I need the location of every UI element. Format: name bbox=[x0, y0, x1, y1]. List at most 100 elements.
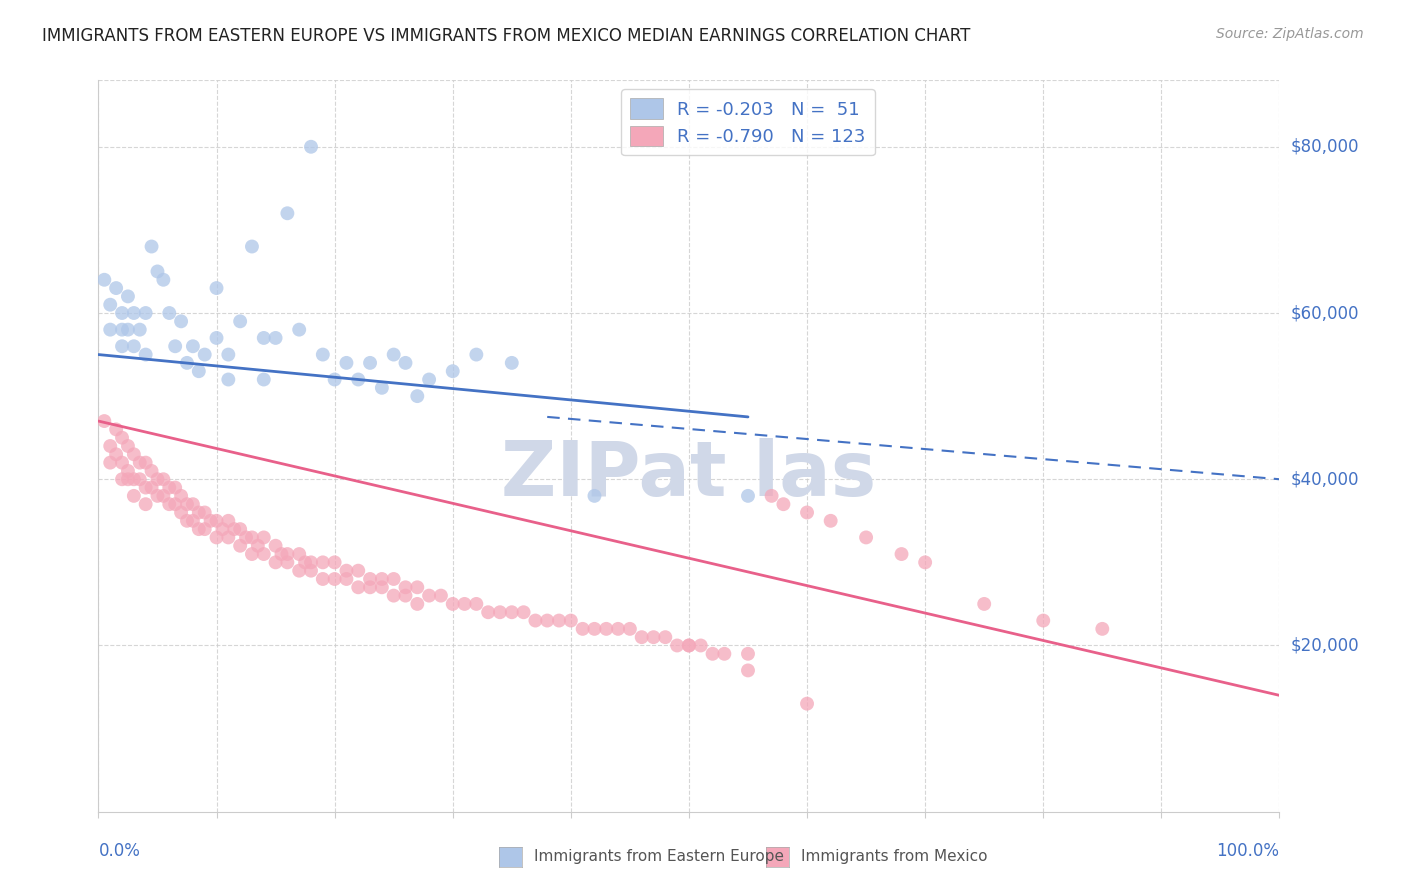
Point bbox=[217, 530, 239, 544]
Point bbox=[347, 372, 370, 386]
Point bbox=[98, 456, 121, 470]
Point bbox=[359, 580, 381, 594]
Point bbox=[105, 447, 128, 461]
Point bbox=[152, 472, 174, 486]
Point bbox=[477, 605, 499, 619]
Point bbox=[128, 323, 150, 337]
Text: $60,000: $60,000 bbox=[1291, 304, 1360, 322]
Point bbox=[465, 597, 488, 611]
Point bbox=[93, 414, 115, 428]
Point bbox=[105, 422, 128, 436]
Point bbox=[194, 522, 217, 536]
Point bbox=[382, 572, 405, 586]
Point bbox=[217, 514, 239, 528]
Point bbox=[973, 597, 995, 611]
Point bbox=[323, 372, 346, 386]
Point bbox=[371, 381, 394, 395]
Point bbox=[111, 431, 134, 445]
Point bbox=[205, 331, 228, 345]
Point bbox=[122, 489, 145, 503]
Point bbox=[224, 522, 246, 536]
Point bbox=[128, 472, 150, 486]
Point bbox=[335, 572, 357, 586]
Point bbox=[654, 630, 676, 644]
Point bbox=[394, 580, 416, 594]
Text: $40,000: $40,000 bbox=[1291, 470, 1360, 488]
Point bbox=[194, 347, 217, 362]
Point bbox=[200, 514, 222, 528]
Point bbox=[288, 547, 311, 561]
Point bbox=[176, 356, 198, 370]
Text: Source: ZipAtlas.com: Source: ZipAtlas.com bbox=[1216, 27, 1364, 41]
Text: Immigrants from Eastern Europe: Immigrants from Eastern Europe bbox=[534, 849, 785, 863]
Point bbox=[607, 622, 630, 636]
Legend: R = -0.203   N =  51, R = -0.790   N = 123: R = -0.203 N = 51, R = -0.790 N = 123 bbox=[621, 89, 875, 155]
Point bbox=[347, 564, 370, 578]
Point bbox=[135, 497, 157, 511]
Point bbox=[312, 572, 335, 586]
Point bbox=[141, 239, 163, 253]
Point bbox=[276, 206, 298, 220]
Point bbox=[737, 664, 759, 678]
Point bbox=[117, 439, 139, 453]
Point bbox=[117, 323, 139, 337]
Point bbox=[276, 555, 298, 569]
Point bbox=[146, 489, 169, 503]
Point bbox=[796, 506, 818, 520]
Point bbox=[702, 647, 724, 661]
Point bbox=[512, 605, 534, 619]
Point bbox=[335, 564, 357, 578]
Point bbox=[312, 555, 335, 569]
Point bbox=[689, 639, 711, 653]
Point bbox=[111, 339, 134, 353]
Point bbox=[294, 555, 316, 569]
Point bbox=[678, 639, 700, 653]
Point bbox=[135, 481, 157, 495]
Point bbox=[111, 472, 134, 486]
Point bbox=[235, 530, 257, 544]
Point bbox=[165, 481, 187, 495]
Point bbox=[122, 306, 145, 320]
Point bbox=[264, 331, 287, 345]
Point bbox=[288, 564, 311, 578]
Point bbox=[240, 239, 263, 253]
Point bbox=[371, 572, 394, 586]
Point bbox=[229, 314, 252, 328]
Point bbox=[571, 622, 593, 636]
Point bbox=[890, 547, 912, 561]
Point bbox=[205, 281, 228, 295]
Point bbox=[619, 622, 641, 636]
Point bbox=[187, 506, 209, 520]
Point bbox=[117, 472, 139, 486]
Point bbox=[359, 572, 381, 586]
Text: IMMIGRANTS FROM EASTERN EUROPE VS IMMIGRANTS FROM MEXICO MEDIAN EARNINGS CORRELA: IMMIGRANTS FROM EASTERN EUROPE VS IMMIGR… bbox=[42, 27, 970, 45]
Point bbox=[98, 439, 121, 453]
Point bbox=[93, 273, 115, 287]
Point bbox=[246, 539, 269, 553]
Point bbox=[135, 347, 157, 362]
Point bbox=[146, 264, 169, 278]
Point bbox=[453, 597, 475, 611]
Point bbox=[264, 539, 287, 553]
Point bbox=[335, 356, 357, 370]
Point bbox=[217, 372, 239, 386]
Point bbox=[240, 547, 263, 561]
Point bbox=[796, 697, 818, 711]
Point bbox=[524, 614, 547, 628]
Point bbox=[489, 605, 512, 619]
Point bbox=[441, 364, 464, 378]
Point bbox=[441, 597, 464, 611]
Point bbox=[288, 323, 311, 337]
Point bbox=[253, 331, 276, 345]
Point bbox=[713, 647, 735, 661]
Point bbox=[117, 289, 139, 303]
Point bbox=[152, 273, 174, 287]
Point bbox=[253, 547, 276, 561]
Point bbox=[205, 514, 228, 528]
Point bbox=[737, 647, 759, 661]
Point bbox=[312, 347, 335, 362]
Point bbox=[430, 589, 453, 603]
Point bbox=[465, 347, 488, 362]
Point bbox=[240, 530, 263, 544]
Point bbox=[98, 323, 121, 337]
